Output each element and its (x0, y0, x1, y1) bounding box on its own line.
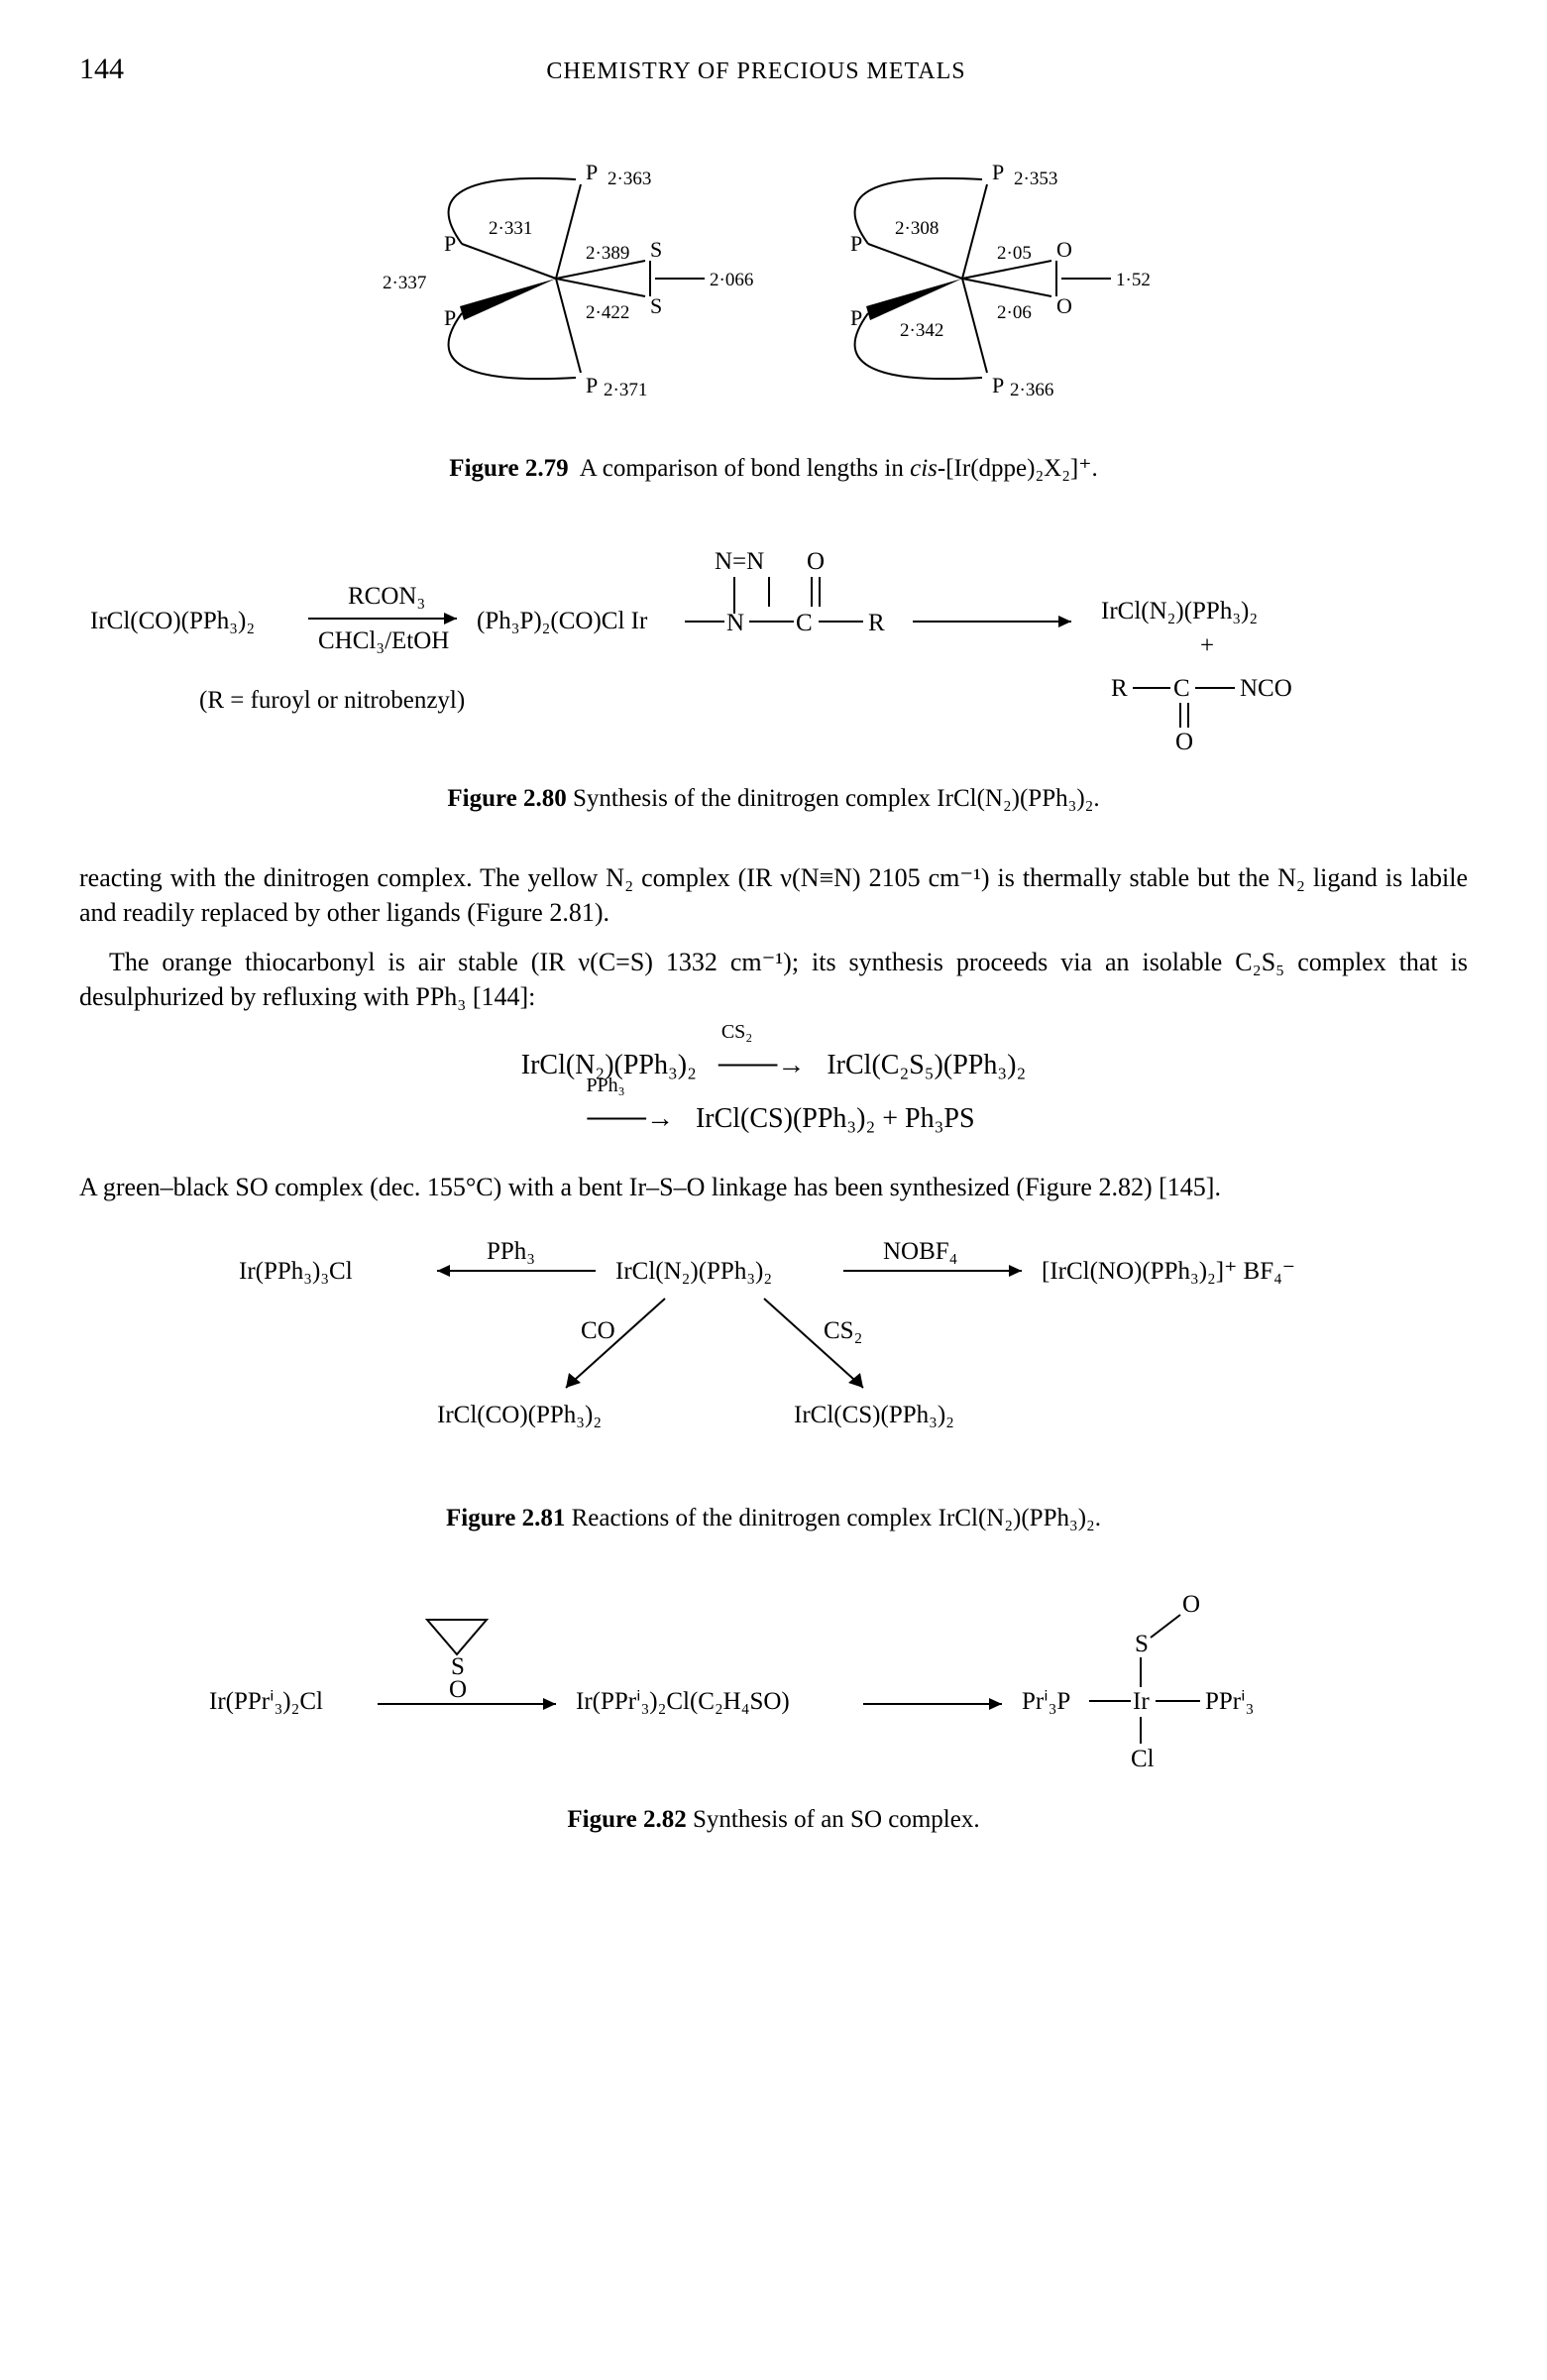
page-number: 144 (79, 50, 124, 90)
running-head: CHEMISTRY OF PRECIOUS METALS (124, 56, 1388, 87)
svg-text:Ir(PPrⁱ₃)₂Cl(C₂H₄SO): Ir(PPrⁱ₃)₂Cl(C₂H₄SO) (576, 1688, 790, 1715)
svg-text:2·342: 2·342 (900, 320, 943, 341)
svg-text:P: P (992, 160, 1004, 184)
svg-text:CS₂: CS₂ (824, 1317, 862, 1344)
svg-text:P: P (850, 231, 862, 256)
svg-text:2·389: 2·389 (586, 243, 629, 264)
svg-text:2·366: 2·366 (1010, 380, 1053, 400)
svg-text:C: C (796, 610, 813, 636)
svg-text:(Ph₃P)₂(CO)Cl Ir: (Ph₃P)₂(CO)Cl Ir (477, 608, 648, 634)
svg-text:P: P (992, 373, 1004, 397)
svg-text:P: P (444, 305, 456, 330)
svg-text:NCO: NCO (1240, 675, 1292, 702)
svg-text:R: R (868, 610, 885, 636)
svg-text:IrCl(CS)(PPh₃)₂: IrCl(CS)(PPh₃)₂ (794, 1402, 954, 1428)
page-header: 144 CHEMISTRY OF PRECIOUS METALS (79, 50, 1468, 90)
svg-text:O: O (1182, 1591, 1200, 1618)
svg-text:P: P (444, 231, 456, 256)
svg-text:IrCl(CO)(PPh₃)₂: IrCl(CO)(PPh₃)₂ (437, 1402, 602, 1428)
figure-2-81: IrCl(N₂)(PPh₃)₂ PPh₃ Ir(PPh₃)₃Cl NOBF₄ [… (130, 1219, 1418, 1477)
caption-2-82: Figure 2.82 Synthesis of an SO complex. (79, 1803, 1468, 1837)
svg-text:IrCl(CO)(PPh₃)₂: IrCl(CO)(PPh₃)₂ (90, 608, 255, 634)
svg-text:Ir: Ir (1133, 1688, 1150, 1715)
svg-text:O: O (1056, 237, 1072, 262)
svg-text:P: P (586, 373, 598, 397)
svg-text:2·308: 2·308 (895, 218, 939, 239)
caption-2-79: Figure 2.79 A comparison of bond lengths… (79, 452, 1468, 486)
svg-text:Cl: Cl (1131, 1746, 1155, 1772)
svg-text:O: O (1056, 293, 1072, 318)
svg-text:IrCl(N₂)(PPh₃)₂: IrCl(N₂)(PPh₃)₂ (615, 1258, 772, 1285)
svg-text:(R = furoyl or nitrobenzyl): (R = furoyl or nitrobenzyl) (199, 687, 465, 714)
svg-text:P: P (850, 305, 862, 330)
svg-text:PPrⁱ₃: PPrⁱ₃ (1205, 1688, 1254, 1715)
svg-text:2·422: 2·422 (586, 302, 629, 323)
svg-text:NOBF₄: NOBF₄ (883, 1238, 957, 1265)
svg-text:PPh₃: PPh₃ (487, 1238, 535, 1265)
svg-text:[IrCl(NO)(PPh₃)₂]⁺ BF₄⁻: [IrCl(NO)(PPh₃)₂]⁺ BF₄⁻ (1042, 1258, 1295, 1285)
figure-2-79: P 2·363 P 2·331 P 2·337 P 2·371 S 2·389 … (328, 130, 1220, 427)
equation-block: IrCl(N₂)(PPh₃)₂ CS₂ ───→ IrCl(C₂S₅)(PPh₃… (79, 1039, 1468, 1144)
svg-text:CHCl₃/EtOH: CHCl₃/EtOH (318, 627, 449, 654)
svg-text:S: S (650, 293, 662, 318)
caption-2-81: Figure 2.81 Reactions of the dinitrogen … (79, 1502, 1468, 1535)
svg-text:2·05: 2·05 (997, 243, 1032, 264)
svg-text:Prⁱ₃P: Prⁱ₃P (1022, 1688, 1070, 1715)
paragraph-1: reacting with the dinitrogen complex. Th… (79, 860, 1468, 930)
svg-text:RCON₃: RCON₃ (348, 583, 425, 610)
paragraph-2: The orange thiocarbonyl is air stable (I… (79, 945, 1468, 1014)
svg-text:C: C (1173, 675, 1190, 702)
svg-text:S: S (1135, 1631, 1149, 1657)
svg-text:O: O (807, 548, 825, 575)
svg-text:CO: CO (581, 1317, 615, 1344)
svg-text:2·371: 2·371 (604, 380, 647, 400)
figure-2-82: Ir(PPrⁱ₃)₂Cl S O Ir(PPrⁱ₃)₂Cl(C₂H₄SO) Pr… (130, 1580, 1418, 1778)
svg-text:2·331: 2·331 (489, 218, 532, 239)
svg-text:Ir(PPrⁱ₃)₂Cl: Ir(PPrⁱ₃)₂Cl (209, 1688, 323, 1715)
paragraph-3: A green–black SO complex (dec. 155°C) wi… (79, 1170, 1468, 1204)
svg-text:O: O (449, 1676, 467, 1703)
svg-text:2·337: 2·337 (383, 273, 426, 293)
svg-text:P: P (586, 160, 598, 184)
figure-2-80: IrCl(CO)(PPh₃)₂ RCON₃ CHCl₃/EtOH (Ph₃P)₂… (80, 529, 1468, 757)
svg-text:N: N (726, 610, 744, 636)
caption-2-80: Figure 2.80 Synthesis of the dinitrogen … (79, 782, 1468, 816)
svg-text:2·353: 2·353 (1014, 169, 1057, 189)
svg-text:Ir(PPh₃)₃Cl: Ir(PPh₃)₃Cl (239, 1258, 353, 1285)
svg-text:S: S (650, 237, 662, 262)
svg-text:O: O (1175, 729, 1193, 755)
svg-text:2·066: 2·066 (710, 270, 753, 290)
svg-text:+: + (1200, 632, 1214, 659)
svg-text:N=N: N=N (715, 548, 764, 575)
svg-text:2·06: 2·06 (997, 302, 1032, 323)
svg-text:R: R (1111, 675, 1128, 702)
svg-text:1·52: 1·52 (1116, 270, 1151, 290)
svg-text:2·363: 2·363 (608, 169, 651, 189)
svg-text:IrCl(N₂)(PPh₃)₂: IrCl(N₂)(PPh₃)₂ (1101, 598, 1258, 624)
